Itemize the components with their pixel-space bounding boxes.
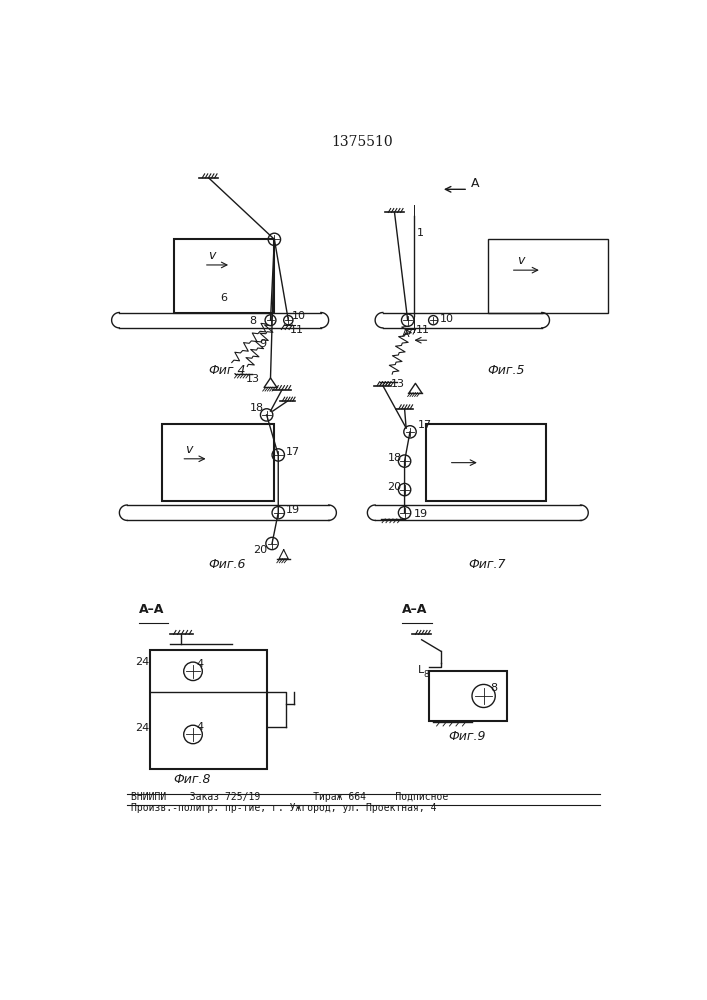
Text: 19: 19 [286, 505, 300, 515]
Text: 1: 1 [417, 228, 424, 237]
Text: 13: 13 [246, 374, 259, 384]
Text: 9: 9 [259, 339, 266, 349]
Text: A: A [472, 177, 480, 190]
Text: 10: 10 [440, 314, 453, 324]
Text: 13: 13 [391, 379, 404, 389]
Text: 6: 6 [220, 293, 227, 303]
Bar [162, 424, 274, 501]
Bar [488, 239, 607, 312]
Text: A: A [402, 329, 409, 339]
Bar [174, 239, 274, 312]
Text: 19: 19 [414, 509, 428, 519]
Text: 8: 8 [490, 683, 497, 693]
Text: 10: 10 [292, 311, 306, 321]
Text: Фиг.9: Фиг.9 [449, 730, 486, 743]
Text: 8: 8 [423, 670, 428, 679]
Text: 20: 20 [387, 482, 402, 492]
Text: Фиг.8: Фиг.8 [174, 773, 211, 786]
Text: 18: 18 [250, 403, 264, 413]
Text: 17: 17 [418, 420, 432, 430]
Text: 1375510: 1375510 [331, 135, 393, 149]
Text: L: L [418, 665, 424, 675]
Text: 18: 18 [387, 453, 402, 463]
Text: Фиг.7: Фиг.7 [468, 558, 506, 571]
Text: А–А: А–А [402, 603, 428, 616]
Text: Фиг.4: Фиг.4 [209, 364, 246, 377]
Text: 11: 11 [416, 325, 430, 335]
Text: v: v [185, 443, 192, 456]
Text: 24: 24 [135, 657, 149, 667]
Text: Фиг.6: Фиг.6 [209, 558, 246, 571]
Bar [429, 671, 507, 721]
Text: 4: 4 [197, 659, 204, 669]
Text: Фиг.5: Фиг.5 [488, 364, 525, 377]
Text: 24: 24 [135, 723, 149, 733]
Bar [426, 424, 546, 501]
Text: 4: 4 [197, 722, 204, 732]
Text: v: v [517, 254, 525, 267]
Text: Произв.-полигр. пр-тие, г. Ужгород, ул. Проектная, 4: Произв.-полигр. пр-тие, г. Ужгород, ул. … [131, 803, 436, 813]
Text: v: v [208, 249, 215, 262]
Text: ВНИИПИ    Заказ 725/19         Тираж 664     Подписное: ВНИИПИ Заказ 725/19 Тираж 664 Подписное [131, 792, 448, 802]
Bar [151, 650, 267, 769]
Text: 11: 11 [290, 325, 304, 335]
Text: 17: 17 [286, 447, 300, 457]
Text: А–А: А–А [139, 603, 164, 616]
Text: 20: 20 [252, 545, 267, 555]
Text: 8: 8 [249, 316, 256, 326]
